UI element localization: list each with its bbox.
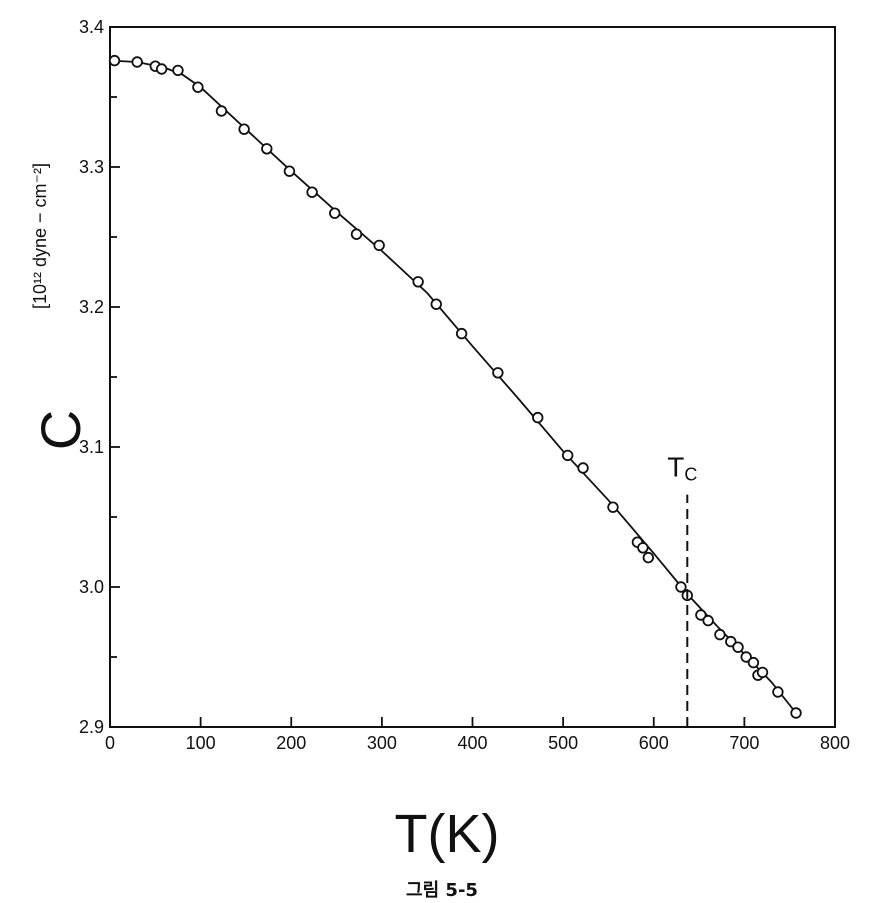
data-point	[238, 123, 250, 135]
data-point	[215, 105, 228, 117]
data-point	[732, 641, 744, 653]
data-point	[725, 635, 737, 648]
y-axis-ticks: 2.9 3.0 3.1 3.2 3.3 3.4	[79, 17, 120, 737]
data-point	[747, 656, 760, 669]
data-point	[772, 686, 784, 698]
data-points-group	[108, 54, 802, 719]
data-point	[695, 609, 707, 621]
data-point	[790, 707, 802, 719]
data-point	[561, 449, 574, 462]
x-tick-label: 500	[548, 733, 578, 753]
data-point	[131, 56, 143, 68]
plot-frame-group	[109, 26, 836, 728]
data-point	[430, 298, 442, 310]
data-point	[756, 666, 769, 679]
data-point	[675, 581, 687, 593]
data-point	[714, 628, 726, 641]
x-tick-label: 300	[367, 733, 397, 753]
x-tick-label: 400	[457, 733, 487, 753]
data-point	[373, 239, 385, 252]
x-axis-ticks: 0 100 200 300 400 500 600 700 800	[105, 717, 850, 753]
data-point	[702, 614, 714, 627]
data-point	[642, 551, 655, 564]
y-tick-label: 3.0	[79, 577, 104, 597]
x-tick-label: 200	[276, 733, 306, 753]
data-point	[108, 54, 121, 67]
tc-subscript: C	[684, 465, 697, 485]
x-tick-label: 800	[820, 733, 850, 753]
fit-curve	[109, 59, 797, 714]
plot-frame	[109, 26, 836, 728]
data-point	[192, 81, 204, 93]
data-point	[412, 276, 424, 288]
x-tick-label: 700	[729, 733, 759, 753]
x-tick-label: 600	[639, 733, 669, 753]
y-tick-label: 3.2	[79, 297, 104, 317]
x-tick-label: 0	[105, 733, 115, 753]
data-point	[740, 651, 752, 663]
data-point	[306, 186, 318, 198]
data-point	[577, 462, 589, 474]
y-tick-label: 3.3	[79, 157, 104, 177]
y-tick-label: 3.1	[79, 437, 104, 457]
data-point	[532, 411, 544, 424]
data-point	[261, 143, 273, 155]
y-axis-label: C	[29, 410, 92, 450]
data-point	[329, 207, 341, 219]
data-point	[607, 501, 619, 513]
data-point	[455, 327, 468, 340]
y-tick-label: 3.4	[79, 17, 104, 37]
x-tick-label: 100	[186, 733, 216, 753]
data-point	[172, 64, 184, 77]
data-point	[283, 165, 296, 177]
fit-curve-group	[109, 59, 797, 714]
data-point	[637, 542, 649, 554]
data-point	[492, 367, 504, 379]
data-point	[155, 63, 168, 75]
x-axis-label: T(K)	[395, 804, 500, 864]
tc-label: TC	[667, 452, 697, 485]
data-point	[350, 228, 363, 240]
y-axis-unit: [10¹² dyne − cm⁻²]	[30, 163, 50, 309]
figure-caption: 그림 5-5	[406, 880, 478, 901]
y-tick-label: 2.9	[79, 717, 104, 737]
